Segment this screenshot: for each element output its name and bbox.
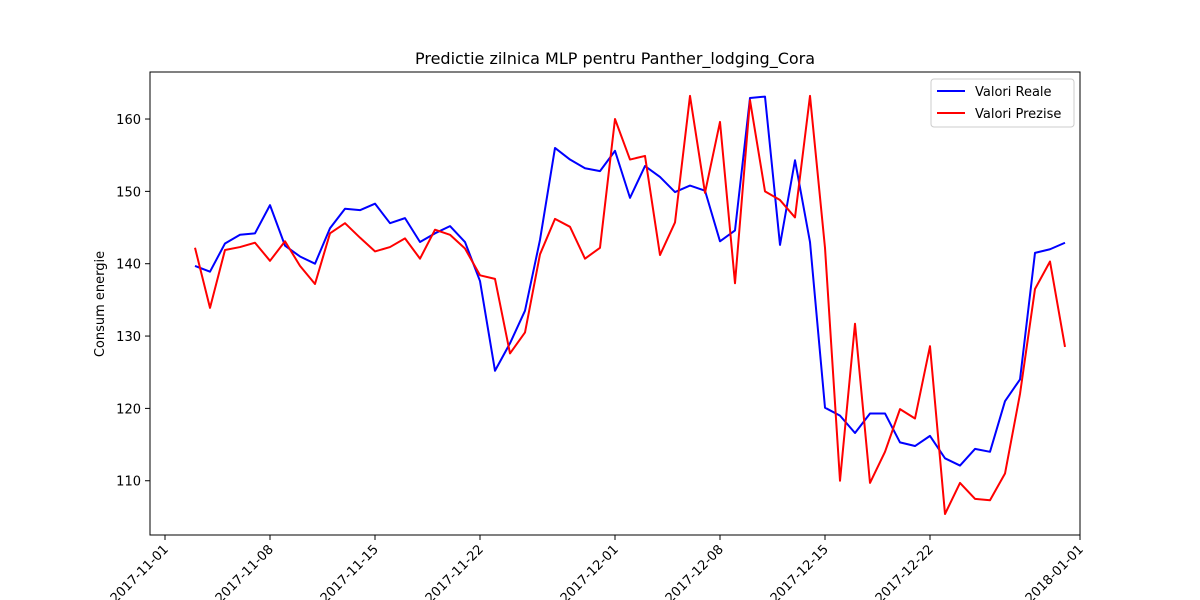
y-tick-label: 110 bbox=[116, 475, 141, 490]
y-tick-label: 140 bbox=[116, 258, 141, 273]
series-line-valori-prezise bbox=[194, 94, 1066, 516]
legend-label: Valori Reale bbox=[975, 85, 1052, 100]
legend: Valori Reale Valori Prezise bbox=[930, 78, 1075, 128]
plot-area bbox=[194, 94, 1066, 516]
y-tick-label: 130 bbox=[116, 330, 141, 345]
legend-label: Valori Prezise bbox=[975, 107, 1061, 122]
legend-box bbox=[930, 78, 1075, 128]
y-axis-label: Consum energie bbox=[93, 251, 108, 357]
y-tick-label: 120 bbox=[116, 402, 141, 417]
y-tick-label: 160 bbox=[116, 113, 141, 128]
chart-title: Predictie zilnica MLP pentru Panther_lod… bbox=[415, 49, 815, 69]
y-tick-label: 150 bbox=[116, 185, 141, 200]
series-line-valori-reale bbox=[194, 95, 1066, 467]
